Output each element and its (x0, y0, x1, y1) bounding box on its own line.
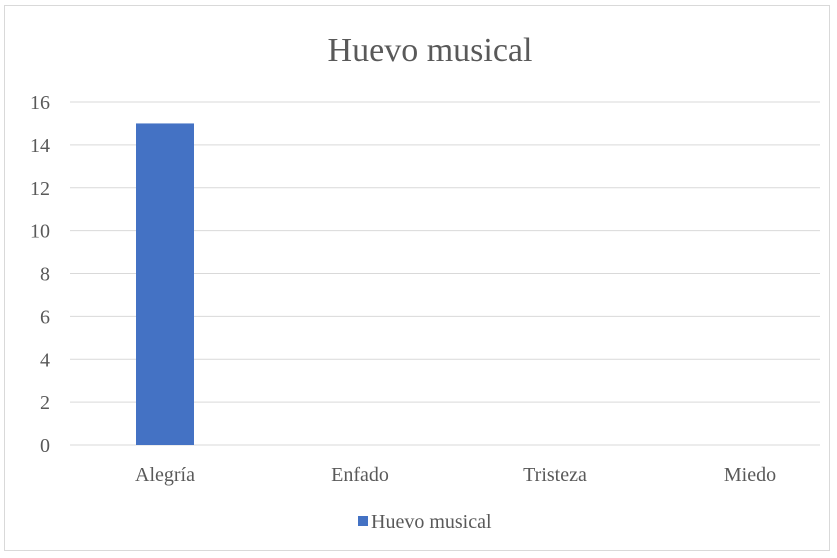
legend: Huevo musical (358, 511, 492, 533)
y-tick-label: 14 (30, 135, 50, 157)
x-tick-label: Miedo (724, 464, 776, 486)
y-tick-label: 4 (40, 349, 50, 371)
y-tick-label: 10 (30, 221, 50, 243)
gridlines (70, 101, 820, 446)
bar (136, 123, 194, 445)
y-tick-label: 2 (40, 392, 50, 414)
y-tick-label: 8 (40, 264, 50, 286)
x-axis-ticks: Alegría Enfado Tristeza Miedo (135, 464, 776, 486)
y-tick-label: 0 (40, 435, 50, 457)
x-tick-label: Enfado (331, 464, 389, 486)
x-tick-label: Tristeza (523, 464, 587, 486)
y-tick-label: 16 (30, 92, 50, 114)
y-tick-label: 6 (40, 306, 50, 328)
legend-swatch (358, 516, 368, 526)
x-tick-label: Alegría (135, 464, 195, 486)
legend-label: Huevo musical (371, 511, 492, 533)
chart-title: Huevo musical (328, 32, 533, 69)
y-axis-ticks: 0 2 4 6 8 10 12 14 16 (30, 92, 50, 457)
y-tick-label: 12 (30, 178, 50, 200)
bars (136, 123, 194, 445)
